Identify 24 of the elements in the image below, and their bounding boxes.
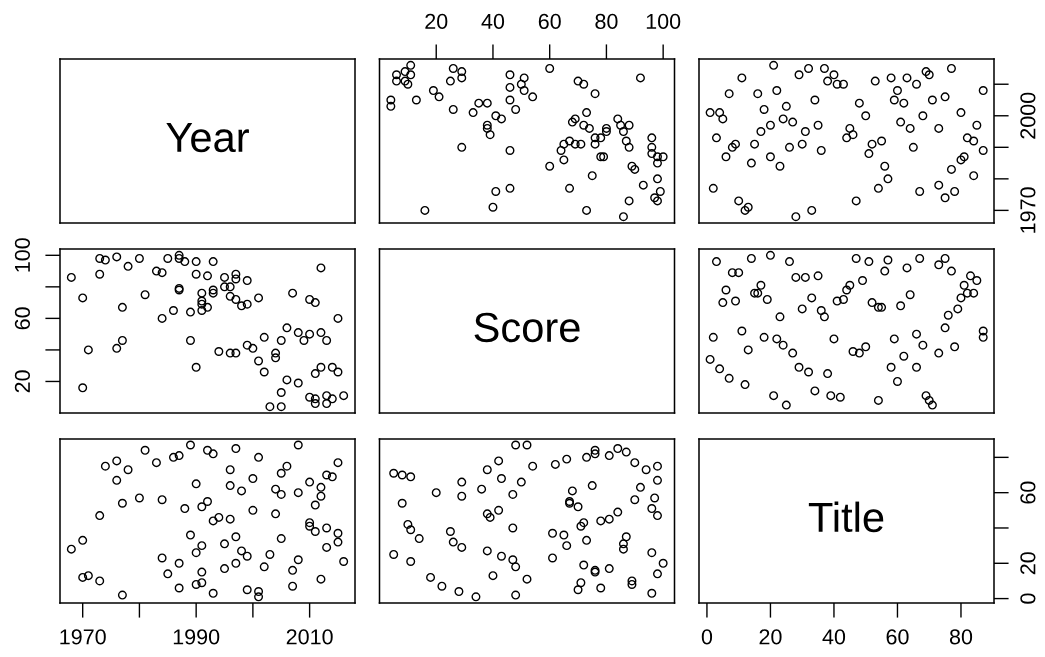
x-tick-label: 60 bbox=[886, 629, 909, 645]
x-tick-label: 80 bbox=[595, 13, 618, 30]
x-tick-label: 1990 bbox=[173, 629, 220, 645]
y-tick-label: 60 bbox=[1020, 481, 1036, 504]
y-tick-label: 1970 bbox=[1020, 187, 1036, 233]
text: Year bbox=[166, 123, 249, 153]
text: Title bbox=[808, 501, 884, 533]
y-tick-label: 20 bbox=[14, 370, 31, 393]
x-tick-label: 60 bbox=[538, 13, 561, 30]
x-tick-label: 20 bbox=[425, 13, 448, 30]
text: Score bbox=[474, 312, 580, 343]
y-tick-label: 2000 bbox=[1020, 92, 1036, 139]
y-tick-label: 100 bbox=[14, 238, 31, 272]
x-tick-label: 80 bbox=[949, 629, 973, 645]
x-tick-label: 2010 bbox=[286, 629, 333, 645]
y-tick-label: 60 bbox=[14, 307, 31, 330]
x-tick-label: 40 bbox=[822, 629, 846, 645]
x-tick-label: 40 bbox=[481, 13, 505, 30]
y-tick-label: 20 bbox=[1020, 552, 1036, 575]
x-tick-label: 100 bbox=[646, 13, 681, 30]
x-tick-label: 20 bbox=[759, 629, 782, 645]
x-tick-label: 1970 bbox=[60, 629, 106, 645]
x-tick-label: 0 bbox=[701, 629, 713, 645]
y-tick-label: 0 bbox=[1020, 593, 1036, 604]
